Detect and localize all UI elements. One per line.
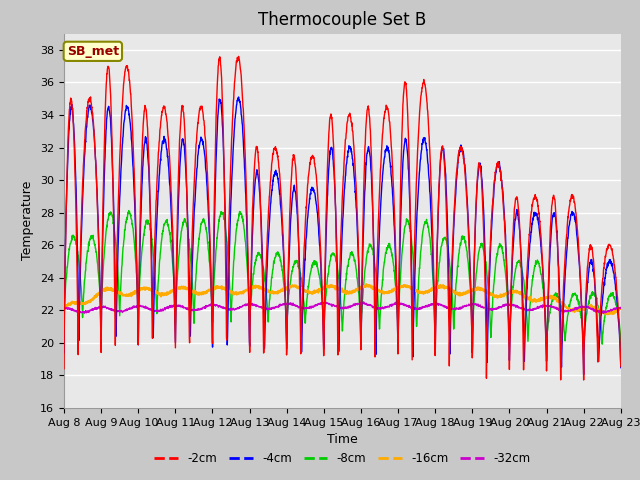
X-axis label: Time: Time bbox=[327, 433, 358, 446]
Legend: -2cm, -4cm, -8cm, -16cm, -32cm: -2cm, -4cm, -8cm, -16cm, -32cm bbox=[150, 447, 535, 469]
Text: SB_met: SB_met bbox=[67, 45, 119, 58]
Title: Thermocouple Set B: Thermocouple Set B bbox=[259, 11, 426, 29]
Y-axis label: Temperature: Temperature bbox=[22, 181, 35, 261]
